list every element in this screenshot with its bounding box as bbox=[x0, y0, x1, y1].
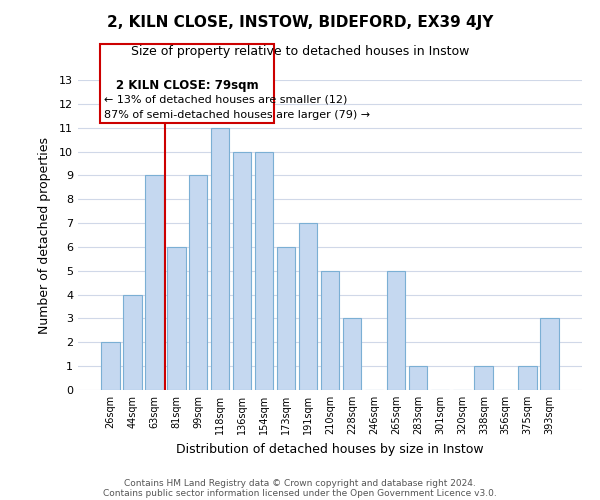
Bar bbox=[541, 318, 559, 390]
Bar bbox=[277, 247, 295, 390]
Bar bbox=[167, 247, 185, 390]
FancyBboxPatch shape bbox=[100, 44, 274, 123]
Bar bbox=[101, 342, 119, 390]
Text: Contains public sector information licensed under the Open Government Licence v3: Contains public sector information licen… bbox=[103, 488, 497, 498]
Bar bbox=[211, 128, 229, 390]
Bar bbox=[233, 152, 251, 390]
Bar bbox=[145, 176, 164, 390]
Bar bbox=[299, 223, 317, 390]
Bar bbox=[343, 318, 361, 390]
Text: Size of property relative to detached houses in Instow: Size of property relative to detached ho… bbox=[131, 45, 469, 58]
Text: Contains HM Land Registry data © Crown copyright and database right 2024.: Contains HM Land Registry data © Crown c… bbox=[124, 478, 476, 488]
Text: ← 13% of detached houses are smaller (12): ← 13% of detached houses are smaller (12… bbox=[104, 94, 347, 104]
Text: 2, KILN CLOSE, INSTOW, BIDEFORD, EX39 4JY: 2, KILN CLOSE, INSTOW, BIDEFORD, EX39 4J… bbox=[107, 15, 493, 30]
Bar bbox=[409, 366, 427, 390]
Bar bbox=[386, 271, 405, 390]
Y-axis label: Number of detached properties: Number of detached properties bbox=[38, 136, 50, 334]
Bar bbox=[189, 176, 208, 390]
Text: 2 KILN CLOSE: 79sqm: 2 KILN CLOSE: 79sqm bbox=[116, 80, 259, 92]
Bar bbox=[123, 294, 142, 390]
Text: 87% of semi-detached houses are larger (79) →: 87% of semi-detached houses are larger (… bbox=[104, 110, 370, 120]
Bar bbox=[320, 271, 340, 390]
Bar bbox=[255, 152, 274, 390]
X-axis label: Distribution of detached houses by size in Instow: Distribution of detached houses by size … bbox=[176, 442, 484, 456]
Bar bbox=[475, 366, 493, 390]
Bar bbox=[518, 366, 537, 390]
